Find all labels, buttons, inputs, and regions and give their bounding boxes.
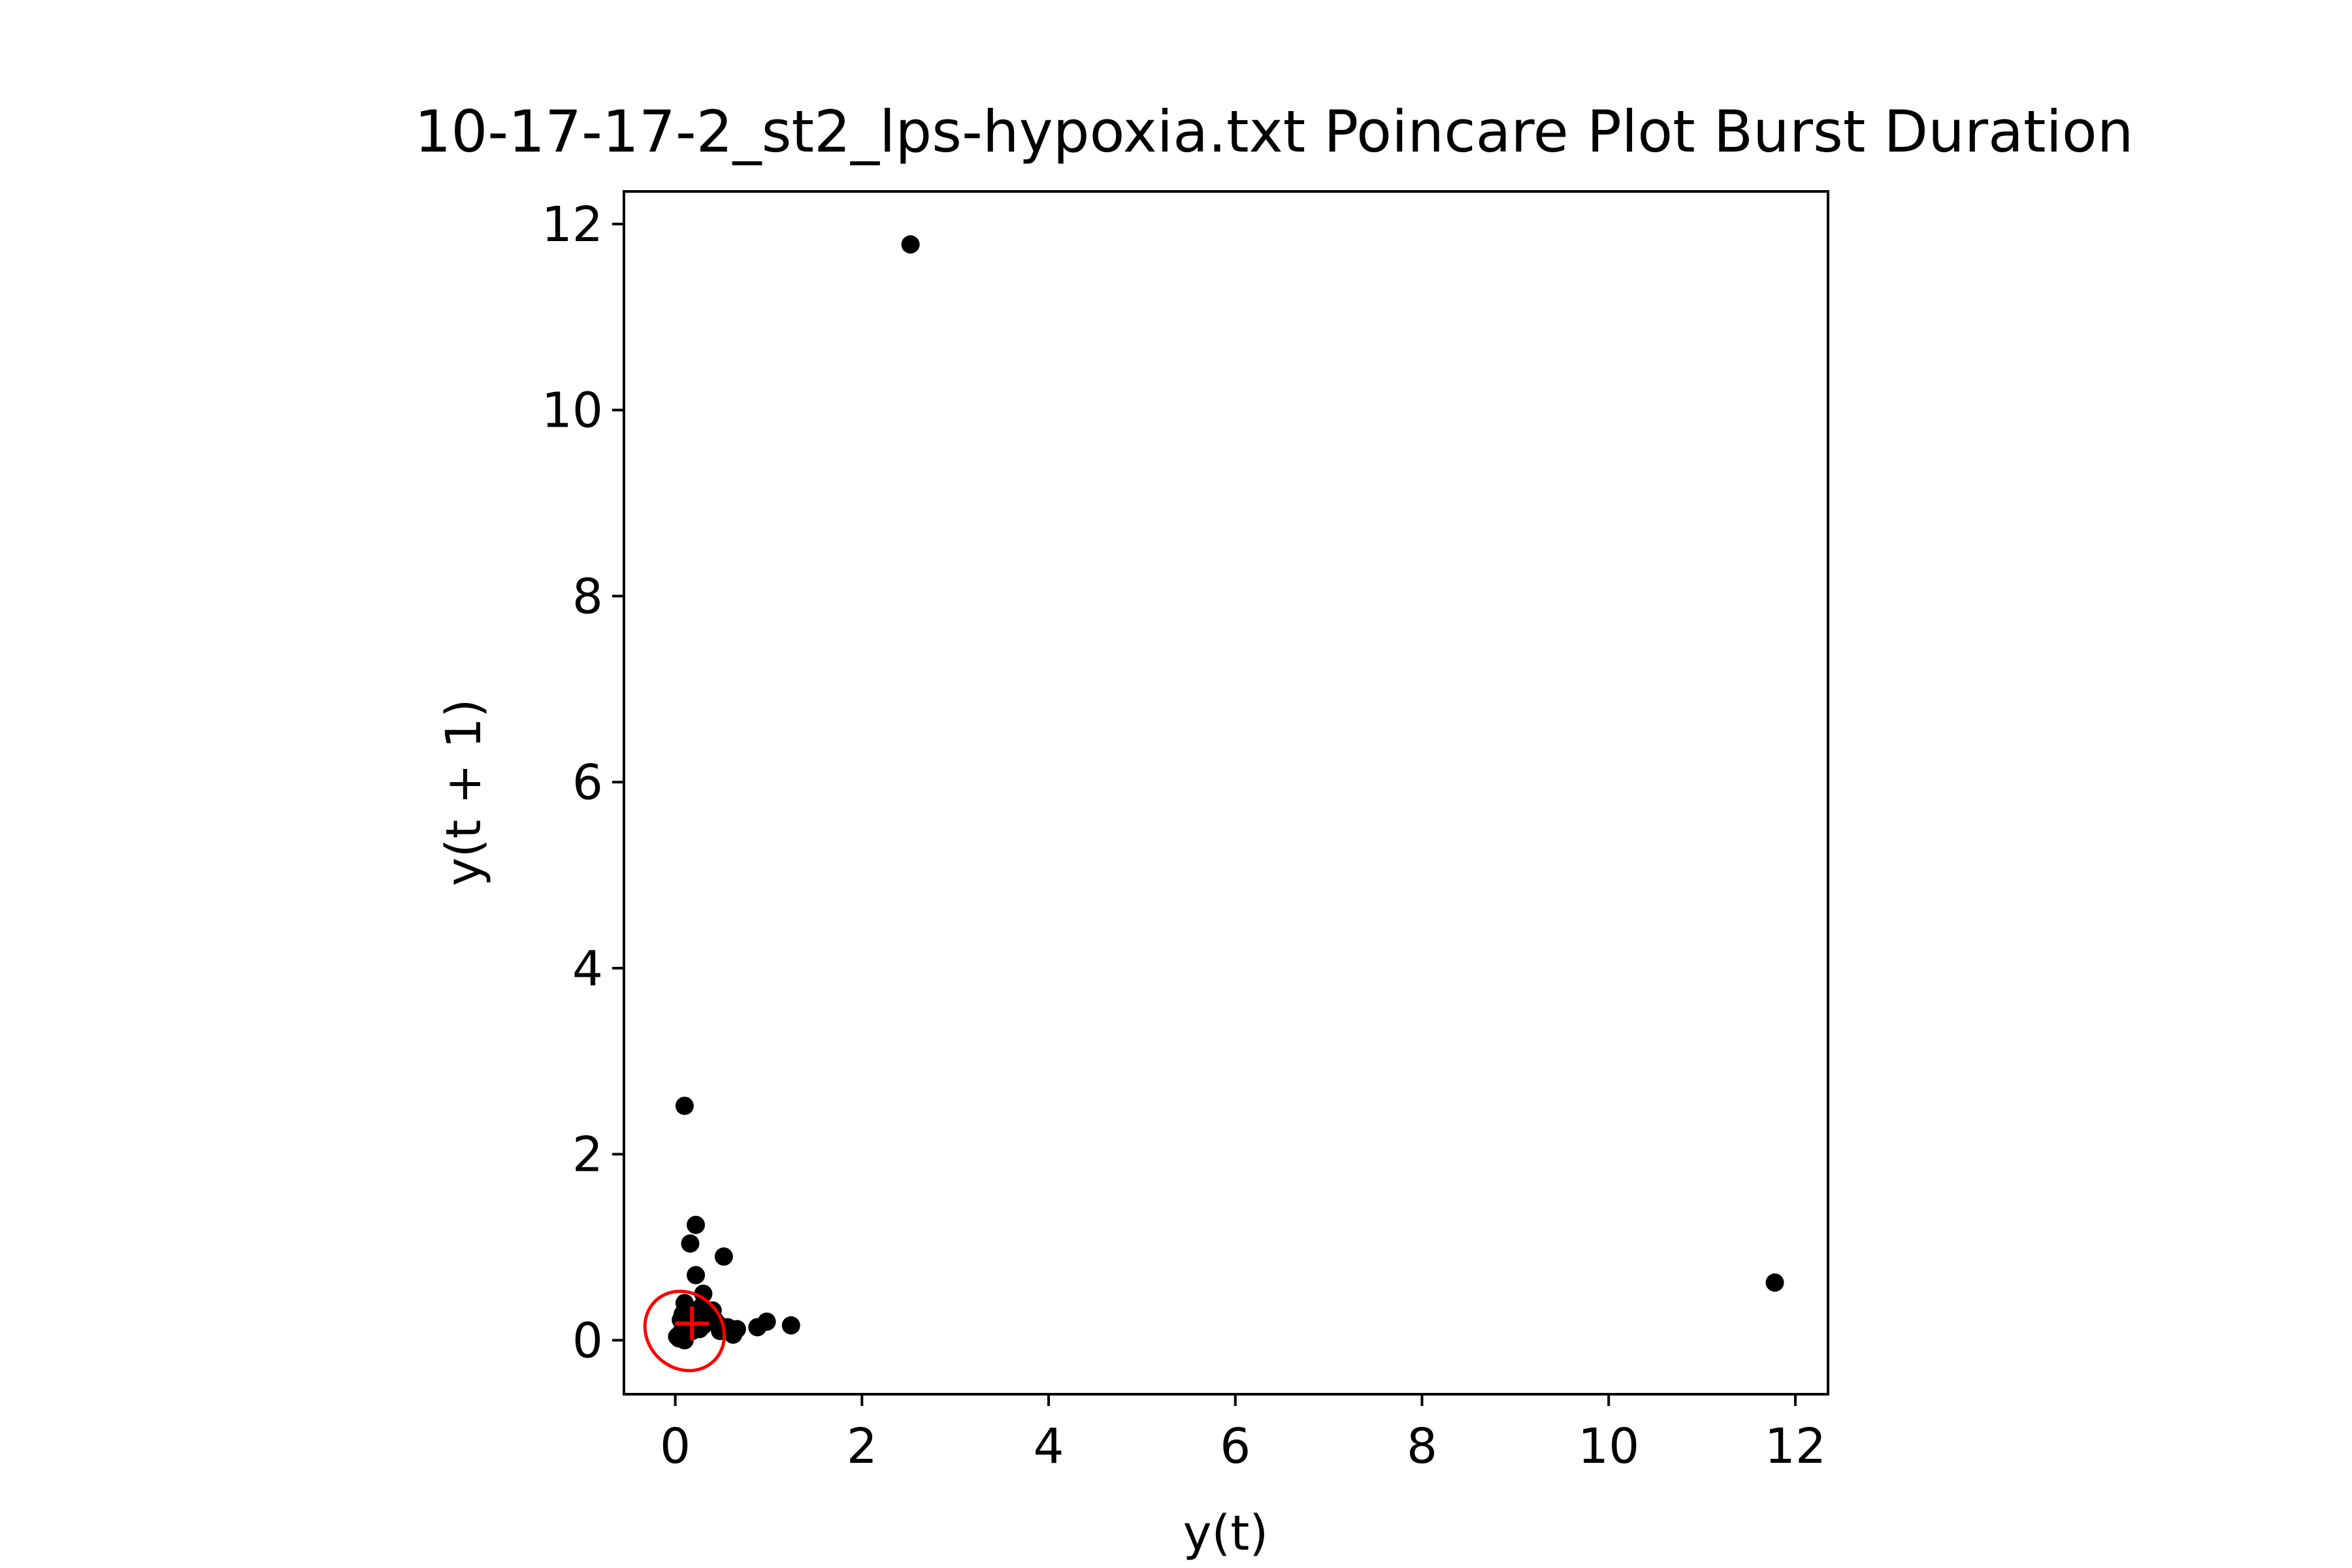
y-axis-ticks: 0 2 4 6 8 10 12: [542, 197, 624, 1369]
y-tick-label: 4: [572, 941, 603, 997]
data-point: [675, 1096, 694, 1115]
chart-title: 10-17-17-2_st2_lps-hypoxia.txt Poincare …: [414, 98, 2133, 165]
x-tick-label: 0: [660, 1418, 691, 1475]
data-point: [748, 1318, 767, 1337]
y-tick-label: 0: [572, 1313, 603, 1369]
y-tick-label: 2: [572, 1127, 603, 1183]
y-tick-label: 12: [542, 197, 603, 253]
y-tick-label: 10: [542, 383, 603, 439]
x-tick-label: 8: [1407, 1418, 1437, 1475]
data-point: [714, 1247, 733, 1266]
y-tick-label: 6: [572, 755, 603, 811]
data-point: [687, 1266, 706, 1284]
centroid-overlay: [643, 1289, 727, 1373]
plot-area: [623, 190, 1829, 1396]
y-axis-label: y(t + 1): [436, 699, 492, 887]
sd-ellipse: [643, 1289, 727, 1373]
data-point: [901, 235, 920, 254]
data-point: [681, 1234, 700, 1253]
data-point: [687, 1215, 706, 1234]
x-tick-label: 12: [1765, 1418, 1826, 1475]
x-tick-label: 2: [847, 1418, 877, 1475]
x-axis-label: y(t): [1183, 1505, 1269, 1561]
x-axis-ticks: 0 2 4 6 8 10 12: [660, 1394, 1826, 1475]
scatter-points: [668, 235, 1784, 1350]
data-point: [781, 1316, 800, 1335]
y-tick-label: 8: [572, 568, 603, 625]
x-tick-label: 10: [1578, 1418, 1639, 1475]
x-tick-label: 4: [1034, 1418, 1064, 1475]
data-point: [1765, 1273, 1784, 1292]
x-tick-label: 6: [1220, 1418, 1250, 1475]
